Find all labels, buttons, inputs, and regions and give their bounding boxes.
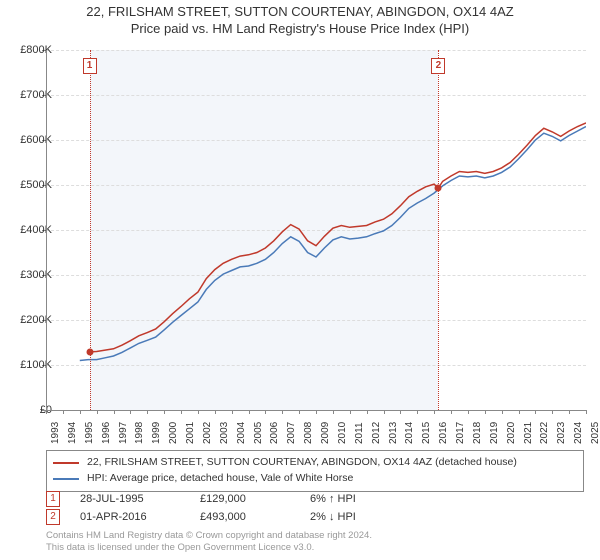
sale-badge-1: 1 <box>46 491 60 507</box>
sales-row-1: 1 28-JUL-1995 £129,000 6% ↑ HPI <box>46 490 420 508</box>
sale-price-2: £493,000 <box>200 511 310 523</box>
sales-table: 1 28-JUL-1995 £129,000 6% ↑ HPI 2 01-APR… <box>46 490 420 526</box>
legend-item-hpi: HPI: Average price, detached house, Vale… <box>53 471 577 487</box>
sale-diff-2: 2% ↓ HPI <box>310 511 420 523</box>
sale-date-2: 01-APR-2016 <box>80 511 200 523</box>
chart-container: 22, FRILSHAM STREET, SUTTON COURTENAY, A… <box>0 0 600 560</box>
sale-diff-1: 6% ↑ HPI <box>310 493 420 505</box>
sale-date-1: 28-JUL-1995 <box>80 493 200 505</box>
legend-label-hpi: HPI: Average price, detached house, Vale… <box>87 471 353 487</box>
footer-line-1: Contains HM Land Registry data © Crown c… <box>46 530 372 542</box>
title-line-1: 22, FRILSHAM STREET, SUTTON COURTENAY, A… <box>0 4 600 21</box>
up-arrow-icon: ↑ <box>329 493 335 505</box>
legend-swatch-hpi <box>53 478 79 480</box>
chart-lines <box>46 50 586 410</box>
legend-swatch-property <box>53 462 79 464</box>
chart-title: 22, FRILSHAM STREET, SUTTON COURTENAY, A… <box>0 0 600 38</box>
down-arrow-icon: ↓ <box>329 511 335 523</box>
legend-item-property: 22, FRILSHAM STREET, SUTTON COURTENAY, A… <box>53 455 577 471</box>
legend-label-property: 22, FRILSHAM STREET, SUTTON COURTENAY, A… <box>87 455 517 471</box>
sale-price-1: £129,000 <box>200 493 310 505</box>
footer-attribution: Contains HM Land Registry data © Crown c… <box>46 530 372 555</box>
sales-row-2: 2 01-APR-2016 £493,000 2% ↓ HPI <box>46 508 420 526</box>
legend: 22, FRILSHAM STREET, SUTTON COURTENAY, A… <box>46 450 584 492</box>
sale-badge-2: 2 <box>46 509 60 525</box>
footer-line-2: This data is licensed under the Open Gov… <box>46 542 372 554</box>
title-line-2: Price paid vs. HM Land Registry's House … <box>0 21 600 38</box>
